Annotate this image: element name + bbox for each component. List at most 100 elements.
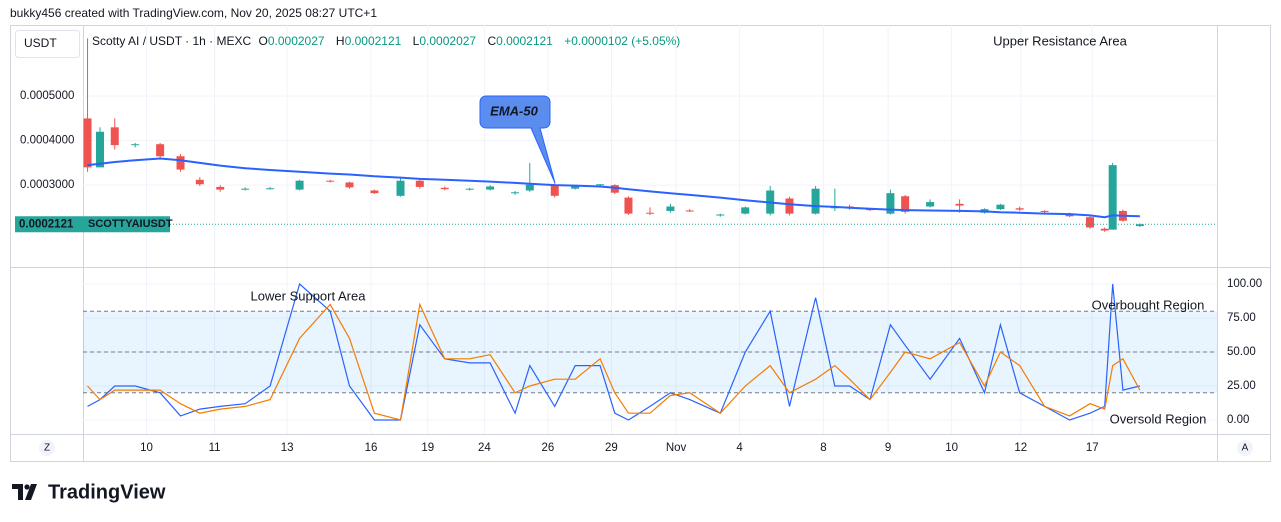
- ohlc-value: 0.0002027: [419, 34, 477, 48]
- candle-body: [465, 188, 474, 190]
- change: +0.0000102 (+5.05%): [564, 34, 681, 48]
- candle-body: [440, 187, 449, 190]
- candle-body: [926, 202, 935, 207]
- candle-body: [195, 179, 204, 185]
- ohlc-label: H: [335, 34, 345, 48]
- annotation: Upper Resistance Area: [993, 33, 1127, 48]
- candle-body: [996, 204, 1005, 210]
- legend: Scotty AI / USDT · 1h · MEXC O0.0002027 …: [92, 34, 684, 48]
- ohlc-label: C: [487, 34, 497, 48]
- button[interactable]: [39, 440, 55, 456]
- ohlc-label: L: [412, 34, 420, 48]
- ohlc-label: O: [258, 34, 268, 48]
- candle-body: [131, 144, 140, 146]
- candle-body: [511, 192, 520, 194]
- candle-body: [886, 193, 895, 214]
- x-tick-label: 8: [820, 442, 826, 454]
- y-tick-label: 0.0004000: [20, 135, 74, 147]
- logo-text: TradingView: [48, 481, 166, 503]
- candle-body: [96, 131, 105, 168]
- annotation: Overbought Region: [1092, 297, 1205, 312]
- x-tick-label: 12: [1014, 442, 1027, 454]
- candle-body: [83, 118, 92, 168]
- y-tick-label: 0.0003000: [20, 179, 74, 191]
- y-tick-label: 100.00: [1227, 278, 1262, 290]
- currency: USDT: [24, 36, 57, 50]
- annotation: Lower Support Area: [251, 288, 367, 303]
- x-tick-label: 4: [736, 442, 743, 454]
- candle-body: [1085, 217, 1094, 228]
- candle-body: [396, 180, 405, 196]
- candle-body: [156, 144, 165, 157]
- candle-body: [1135, 224, 1144, 227]
- logo-icon: [12, 484, 37, 500]
- y-tick-label: 50.00: [1227, 346, 1256, 358]
- candle-body: [1100, 228, 1109, 231]
- y-tick-label: 75.00: [1227, 312, 1256, 324]
- header: bukky456 created with TradingView.com, N…: [10, 6, 377, 20]
- candle-body: [295, 180, 304, 190]
- candle-body: [716, 214, 725, 216]
- callout-label: EMA-50: [490, 103, 538, 118]
- candle-body: [415, 180, 424, 187]
- button-label: A: [1242, 443, 1249, 454]
- candle-body: [685, 210, 694, 212]
- price-tag-symbol: SCOTTYAIUSDT: [88, 218, 173, 230]
- x-tick-label: 17: [1086, 442, 1099, 454]
- candle-body: [666, 206, 675, 211]
- candle-body: [110, 127, 119, 146]
- candle-body: [901, 196, 910, 212]
- y-tick-label: 25.00: [1227, 380, 1256, 392]
- y-tick-label: 0.00: [1227, 414, 1249, 426]
- price-tag: [15, 216, 170, 233]
- candle-body: [610, 185, 619, 193]
- candle-body: [624, 197, 633, 214]
- button[interactable]: [1237, 440, 1253, 456]
- candle-body: [525, 184, 534, 191]
- price-tag-value: 0.0002121: [19, 218, 74, 230]
- x-tick-label: 10: [945, 442, 958, 454]
- x-tick-label: 13: [281, 442, 294, 454]
- candle-body: [550, 185, 559, 196]
- ohlc-l: L0.0002027: [413, 34, 480, 48]
- candle-body: [216, 186, 225, 190]
- ohlc-o: O0.0002027: [259, 34, 329, 48]
- callout: [479, 95, 556, 184]
- candle-body: [741, 207, 750, 214]
- candle-body: [811, 188, 820, 214]
- candle-body: [1015, 208, 1024, 210]
- candle-body: [1108, 165, 1117, 230]
- ohlc-value: 0.0002027: [267, 34, 325, 48]
- candle-body: [486, 186, 495, 190]
- candle-body: [326, 180, 335, 182]
- stoch-line: [87, 282, 1141, 421]
- x-tick-label: Nov: [666, 442, 687, 454]
- candle-body: [345, 182, 354, 188]
- candle-body: [646, 212, 654, 214]
- chart-frame: [10, 25, 1271, 462]
- candle-body: [571, 186, 580, 189]
- ema-line: [87, 157, 1140, 219]
- x-tick-label: 9: [885, 442, 891, 454]
- currency-box[interactable]: [15, 30, 80, 58]
- annotation: Oversold Region: [1110, 411, 1207, 426]
- candle-body: [955, 203, 964, 206]
- x-tick-label: 26: [542, 442, 555, 454]
- candle-body: [370, 190, 379, 194]
- symbol: Scotty AI / USDT · 1h · MEXC: [92, 34, 252, 48]
- candle-body: [241, 188, 250, 190]
- x-tick-label: 19: [421, 442, 434, 454]
- ohlc-h: H0.0002121: [336, 34, 405, 48]
- stoch-line: [87, 302, 1141, 421]
- candle-body: [176, 156, 185, 170]
- y-tick-label: 0.0005000: [20, 90, 74, 102]
- candle-body: [596, 184, 605, 186]
- candle-body: [1040, 210, 1049, 212]
- button-label: Z: [44, 443, 50, 454]
- candle-body: [266, 188, 275, 190]
- x-tick-label: 24: [478, 442, 491, 454]
- x-tick-label: 11: [209, 442, 221, 454]
- ohlc-value: 0.0002121: [496, 34, 553, 48]
